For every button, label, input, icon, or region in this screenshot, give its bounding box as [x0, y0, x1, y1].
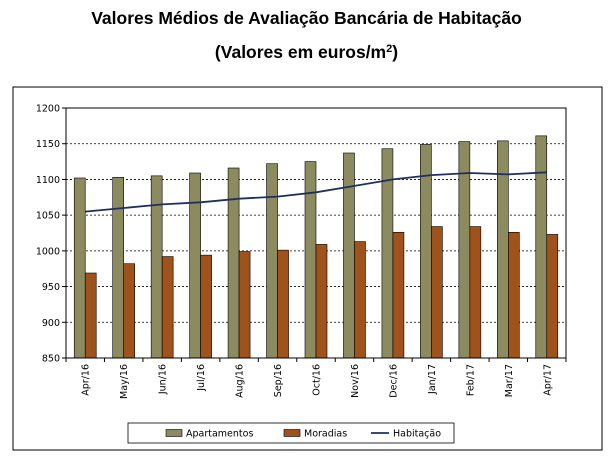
y-tick-label: 1000 [36, 246, 60, 257]
legend-swatch-apartamentos [165, 429, 183, 437]
y-tick-label: 850 [42, 354, 60, 365]
plot-area [65, 107, 567, 359]
y-tick-label: 1200 [36, 104, 60, 115]
bar-moradias [546, 234, 559, 359]
y-axis: 850 900 950 1000 1050 1100 1150 1200 [36, 104, 66, 365]
legend: Apartamentos Moradias Habitação [127, 422, 455, 444]
x-tick-label: Mar/17 [504, 364, 515, 397]
x-tick-label: Jun/16 [158, 364, 169, 395]
bar-apartamentos [343, 152, 355, 359]
x-tick-label: Aug/16 [235, 364, 246, 398]
bar-apartamentos [266, 163, 278, 359]
legend-label-moradias: Moradias [304, 429, 347, 440]
bar-moradias [354, 241, 366, 359]
x-tick-label: May/16 [119, 364, 130, 399]
bar-moradias [315, 244, 328, 359]
x-tick-label: Jul/16 [196, 364, 207, 392]
x-tick-label: Nov/16 [350, 364, 361, 398]
legend-label-apartamentos: Apartamentos [186, 429, 253, 440]
chart-title: Valores Médios de Avaliação Bancária de … [91, 8, 522, 28]
bar-moradias [469, 226, 482, 359]
legend-label-habitacao: Habitação [393, 429, 441, 440]
x-tick-label: Apr/16 [81, 364, 92, 396]
bar-apartamentos [189, 172, 201, 359]
x-tick-label: Jan/17 [427, 364, 438, 395]
bar-moradias [392, 231, 405, 359]
habitacao-line [85, 171, 547, 213]
x-tick-label: Oct/16 [312, 364, 323, 396]
bar-apartamentos [535, 135, 548, 359]
bar-moradias [84, 272, 97, 359]
bar-apartamentos [150, 175, 163, 359]
bar-moradias [431, 226, 443, 359]
y-tick-label: 950 [42, 282, 60, 293]
legend-swatch-moradias [283, 429, 301, 437]
x-tick-label: Dec/16 [388, 364, 399, 398]
x-tick-label: Sep/16 [273, 364, 284, 397]
bar-moradias [508, 231, 520, 359]
y-tick-label: 1150 [36, 139, 60, 150]
bar-moradias [238, 251, 251, 359]
bar-moradias [200, 254, 212, 359]
x-tick-label: Feb/17 [465, 364, 476, 396]
subtitle-end: ) [392, 42, 399, 62]
y-tick-label: 1100 [36, 175, 60, 186]
bar-moradias [277, 249, 289, 359]
bar-apartamentos [112, 176, 124, 359]
x-axis: Apr/16 May/16 Jun/16 Jul/16 Aug/16 Sep/16 Oct/… [65, 358, 567, 399]
y-tick-label: 1050 [36, 211, 60, 222]
subtitle-text: (Valores em euros/m [214, 42, 387, 62]
chart-subtitle: (Valores em euros/m2) [0, 42, 613, 63]
bar-moradias [123, 263, 135, 359]
bar-moradias [161, 256, 174, 359]
bar-apartamentos [227, 167, 240, 359]
habitacao-line-group [85, 171, 547, 213]
bar-apartamentos [73, 177, 86, 359]
x-tick-label: Apr/17 [542, 364, 553, 396]
bar-apartamentos [304, 161, 317, 359]
y-tick-label: 900 [42, 318, 60, 329]
subtitle-superscript: 2 [386, 43, 393, 55]
